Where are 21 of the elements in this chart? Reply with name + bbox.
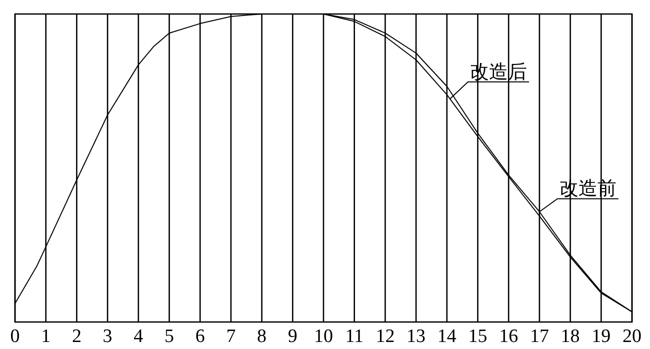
x-tick-label: 20 xyxy=(622,326,642,347)
x-tick-label: 0 xyxy=(10,326,20,347)
x-tick-label: 12 xyxy=(376,326,395,347)
x-tick-label: 19 xyxy=(592,326,611,347)
x-tick-label: 3 xyxy=(102,326,112,347)
x-tick-label: 8 xyxy=(257,326,267,347)
x-tick-label: 2 xyxy=(72,326,82,347)
x-tick-label: 17 xyxy=(530,326,549,347)
x-tick-label: 6 xyxy=(195,326,205,347)
x-tick-label: 18 xyxy=(560,326,580,347)
x-tick-label: 16 xyxy=(499,326,518,347)
x-tick-label: 13 xyxy=(406,326,426,347)
x-tick-label: 14 xyxy=(437,326,457,347)
x-tick-label: 9 xyxy=(288,326,298,347)
x-tick-label: 15 xyxy=(468,326,488,347)
x-tick-label: 4 xyxy=(134,326,144,347)
x-tick-label: 5 xyxy=(164,326,174,347)
x-tick-label: 10 xyxy=(314,326,333,347)
x-tick-label: 11 xyxy=(345,326,364,347)
x-tick-label: 7 xyxy=(226,326,236,347)
x-tick-label: 1 xyxy=(41,326,51,347)
